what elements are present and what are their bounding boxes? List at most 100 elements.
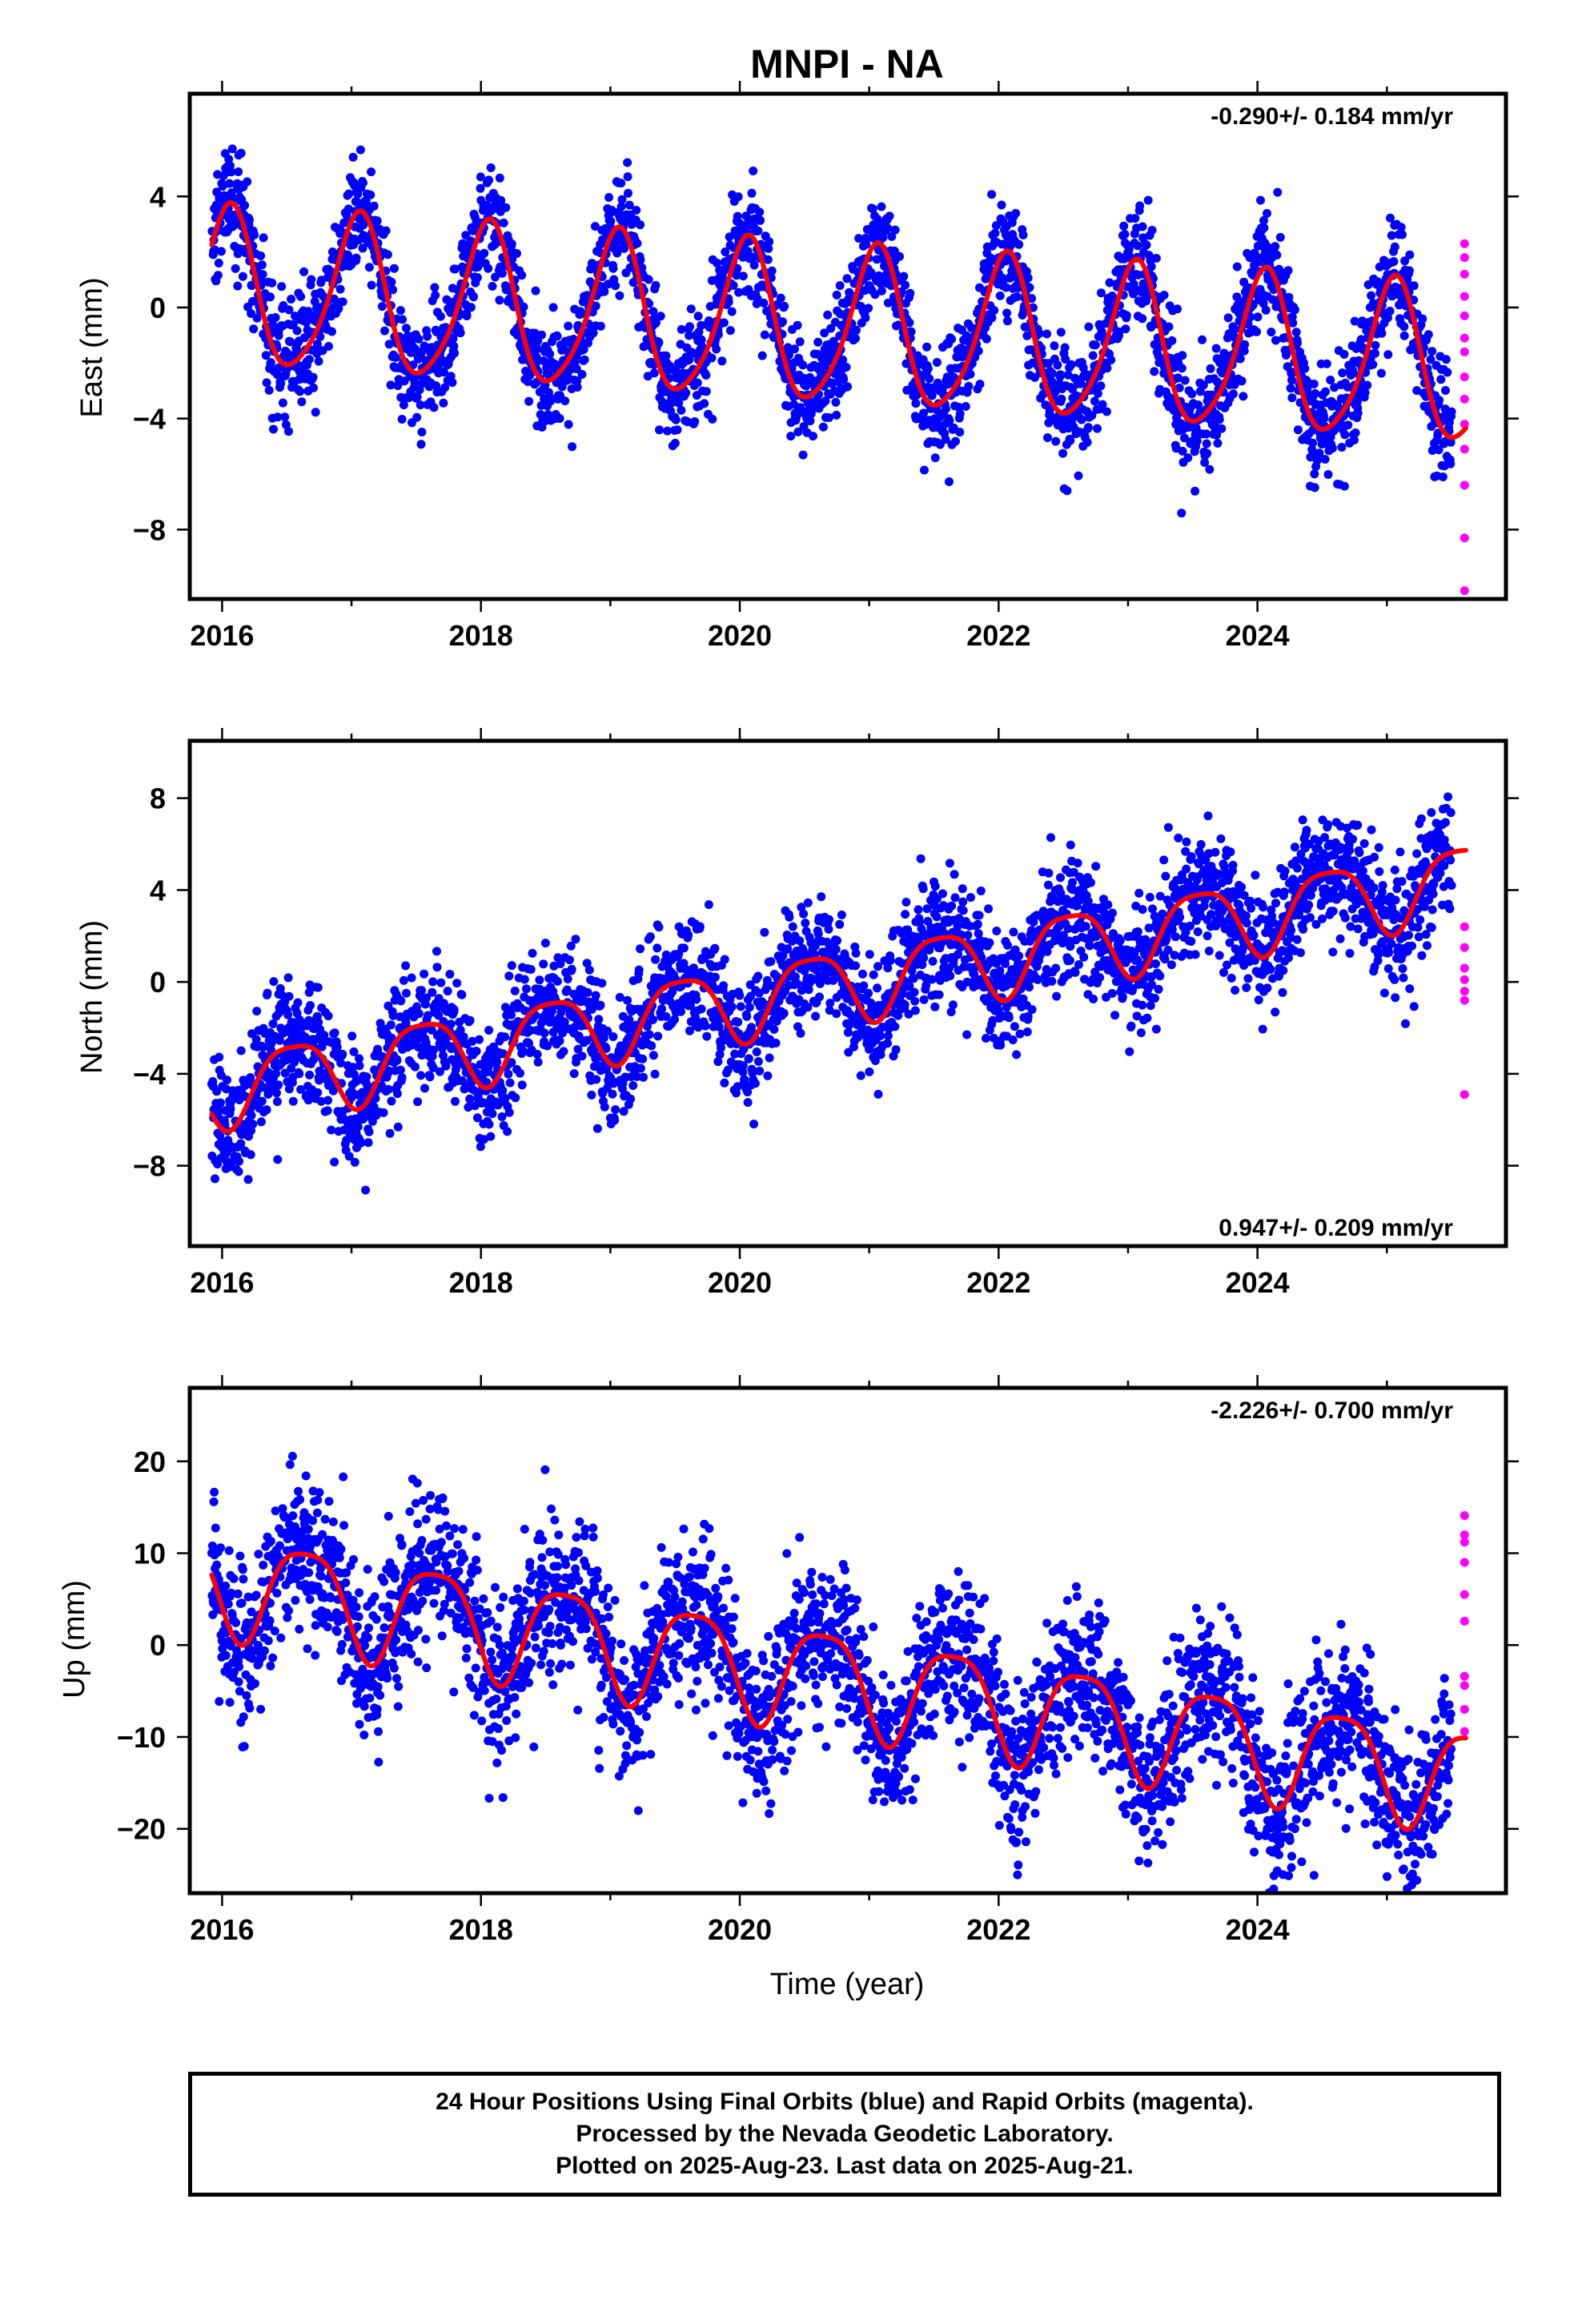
north-final-point: [528, 948, 537, 958]
east-final-point: [1084, 322, 1094, 332]
east-final-point: [608, 263, 618, 273]
east-final-point: [1321, 387, 1330, 396]
north-final-point: [753, 1057, 763, 1066]
north-final-point: [565, 955, 574, 965]
north-final-point: [349, 1070, 359, 1080]
east-final-point: [304, 355, 314, 364]
east-final-point: [552, 360, 561, 370]
east-final-point: [450, 348, 460, 358]
east-final-point: [1350, 316, 1359, 326]
east-final-point: [831, 397, 841, 407]
east-final-point: [1399, 322, 1409, 332]
east-final-point: [1082, 437, 1092, 447]
north-final-point: [396, 996, 406, 1006]
north-final-point: [347, 1031, 357, 1041]
north-final-point: [837, 911, 846, 919]
north-final-point: [540, 1028, 549, 1038]
north-final-point: [520, 975, 529, 984]
east-final-point: [1399, 331, 1409, 340]
east-final-point: [876, 219, 885, 229]
north-final-point: [236, 1046, 246, 1055]
east-final-point: [1138, 222, 1147, 231]
east-final-point: [1390, 242, 1399, 251]
east-final-point: [821, 396, 830, 406]
east-final-point: [1228, 389, 1238, 399]
east-final-point: [870, 290, 880, 300]
east-final-point: [1239, 277, 1249, 287]
east-final-point: [397, 415, 407, 424]
east-final-point: [225, 179, 235, 188]
east-final-point: [877, 202, 886, 211]
north-final-point: [507, 961, 516, 971]
east-final-point: [402, 324, 411, 333]
east-final-point: [738, 271, 748, 281]
north-final-point: [583, 987, 592, 997]
east-final-point: [311, 408, 320, 417]
north-final-point: [443, 987, 452, 996]
east-final-point: [693, 312, 703, 321]
east-final-point: [1371, 340, 1380, 350]
east-final-point: [923, 364, 933, 373]
east-final-point: [531, 286, 540, 296]
east-rapid-point: [1460, 347, 1469, 356]
east-final-point: [431, 291, 440, 300]
east-final-point: [1178, 351, 1187, 360]
north-final-point: [950, 870, 959, 879]
east-final-point: [1337, 443, 1347, 452]
north-final-point: [504, 1069, 513, 1079]
east-final-point: [823, 310, 833, 320]
east-final-point: [266, 358, 275, 368]
east-final-point: [367, 280, 376, 290]
east-final-point: [1405, 250, 1415, 259]
east-final-point: [264, 385, 274, 395]
east-final-point: [359, 178, 367, 187]
east-final-point: [466, 303, 476, 312]
east-final-point: [277, 282, 287, 292]
north-final-point: [540, 939, 550, 948]
east-final-point: [1013, 292, 1022, 301]
east-final-point: [231, 216, 241, 226]
east-final-point: [920, 465, 929, 475]
east-final-point: [1212, 430, 1222, 440]
east-final-point: [588, 328, 598, 338]
east-final-point: [383, 250, 392, 259]
east-final-point: [838, 355, 848, 364]
north-final-point: [932, 912, 942, 922]
east-final-point: [1275, 232, 1285, 242]
east-final-point: [451, 264, 460, 274]
east-final-point: [694, 328, 704, 336]
east-final-point: [312, 340, 322, 349]
east-final-point: [755, 207, 765, 217]
east-final-point: [1340, 430, 1350, 440]
east-final-point: [423, 332, 432, 341]
east-final-point: [1409, 281, 1419, 291]
east-final-point: [1309, 380, 1319, 388]
east-final-point: [1349, 436, 1359, 444]
east-final-point: [440, 383, 450, 392]
east-final-point: [1290, 305, 1299, 315]
east-final-point: [1057, 394, 1066, 404]
east-final-point: [1090, 396, 1099, 406]
north-final-point: [799, 909, 809, 919]
east-final-point: [276, 379, 286, 388]
north-final-point: [323, 1096, 333, 1105]
north-final-point: [263, 988, 272, 998]
east-final-point: [987, 313, 997, 323]
east-final-point: [1187, 389, 1197, 399]
east-final-point: [685, 322, 694, 332]
east-final-point: [809, 432, 817, 441]
east-final-point: [864, 304, 873, 313]
east-final-point: [381, 226, 391, 235]
east-x-tick-label: 2022: [966, 619, 1030, 652]
east-final-point: [719, 318, 729, 328]
east-x-tick-label: 2024: [1226, 619, 1290, 652]
north-final-point: [364, 1127, 374, 1136]
east-final-point: [577, 370, 587, 379]
north-final-point: [416, 1071, 426, 1080]
north-final-point: [733, 1017, 743, 1027]
east-final-point: [877, 286, 886, 296]
north-final-point: [801, 919, 810, 928]
east-rapid-point: [1460, 311, 1469, 320]
east-final-point: [214, 259, 223, 267]
east-final-point: [537, 330, 546, 340]
